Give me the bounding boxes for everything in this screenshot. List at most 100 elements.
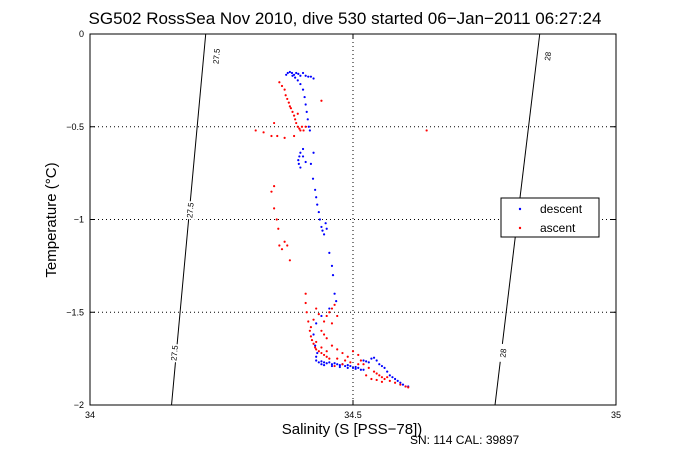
data-point-descent <box>311 177 315 180</box>
data-point-ascent <box>362 363 365 366</box>
data-point-ascent <box>325 350 328 353</box>
data-point-descent <box>401 383 405 386</box>
data-point-ascent <box>299 129 302 132</box>
data-point-descent <box>354 365 357 369</box>
data-point-descent <box>314 344 317 347</box>
data-point-descent <box>324 222 327 225</box>
data-point-descent <box>333 292 336 295</box>
data-point-descent <box>346 366 349 369</box>
data-point-ascent <box>309 325 313 329</box>
data-point-ascent <box>317 313 320 316</box>
data-point-ascent <box>328 357 331 360</box>
data-point-ascent <box>372 370 376 373</box>
series-ascent <box>254 81 428 389</box>
data-point-descent <box>328 251 331 254</box>
data-point-descent <box>399 381 402 384</box>
data-point-ascent <box>304 125 307 128</box>
density-contour-line <box>171 33 207 406</box>
data-point-ascent <box>262 131 265 134</box>
contour-label: 27.5 <box>212 48 222 65</box>
data-point-ascent <box>320 346 323 349</box>
legend-label-ascent: ascent <box>540 221 576 235</box>
data-point-ascent <box>296 125 299 128</box>
y-tick-label: −2 <box>74 400 84 410</box>
data-point-descent <box>328 307 331 310</box>
contour-label: 27.5 <box>169 344 179 361</box>
data-point-descent <box>296 79 299 82</box>
data-point-ascent <box>292 114 296 117</box>
data-point-ascent <box>357 363 360 366</box>
data-point-ascent <box>315 307 318 310</box>
data-point-descent <box>335 300 338 303</box>
data-point-descent <box>297 162 300 165</box>
data-point-ascent <box>286 244 289 247</box>
data-point-descent <box>306 118 309 121</box>
data-point-ascent <box>320 99 323 102</box>
data-point-ascent <box>322 353 326 357</box>
data-point-descent <box>317 361 320 364</box>
series-descent <box>285 70 410 388</box>
data-point-descent <box>301 155 305 158</box>
data-point-ascent <box>322 333 326 336</box>
y-tick-label: −1 <box>74 215 84 225</box>
data-point-descent <box>357 366 360 369</box>
data-point-ascent <box>309 335 313 338</box>
data-point-ascent <box>312 342 315 345</box>
data-point-descent <box>328 361 331 364</box>
data-point-descent <box>365 360 368 363</box>
data-point-ascent <box>278 244 281 247</box>
data-point-descent <box>321 229 324 232</box>
data-point-descent <box>322 361 326 364</box>
data-point-ascent <box>284 94 287 97</box>
contour-label-background <box>495 343 510 363</box>
data-point-descent <box>330 363 334 366</box>
data-point-descent <box>316 351 319 355</box>
data-point-ascent <box>275 218 278 221</box>
data-point-ascent <box>393 381 397 384</box>
data-point-descent <box>370 357 373 360</box>
data-point-ascent <box>292 134 296 138</box>
data-point-ascent <box>310 338 314 342</box>
data-point-descent <box>288 70 291 74</box>
data-point-descent <box>315 359 318 362</box>
contour-label: 28 <box>498 348 508 358</box>
y-axis-label: Temperature (°C) <box>43 162 60 277</box>
data-point-descent <box>309 162 313 165</box>
data-point-descent <box>349 364 352 368</box>
contour-label: 28 <box>543 51 553 61</box>
data-point-descent <box>362 359 365 362</box>
data-point-descent <box>304 74 307 77</box>
data-point-descent <box>308 129 311 132</box>
legend-label-descent: descent <box>540 202 583 216</box>
data-point-ascent <box>351 350 355 353</box>
data-point-descent <box>383 366 386 369</box>
data-point-ascent <box>344 359 347 362</box>
data-point-ascent <box>383 377 386 381</box>
data-point-ascent <box>399 383 402 386</box>
data-point-descent <box>291 74 294 77</box>
data-point-descent <box>309 75 313 78</box>
data-point-descent <box>301 71 305 75</box>
data-point-descent <box>312 151 315 154</box>
data-point-ascent <box>307 320 310 323</box>
data-point-descent <box>312 333 315 336</box>
data-point-descent <box>299 151 302 154</box>
data-point-ascent <box>359 359 362 362</box>
data-point-ascent <box>289 107 293 110</box>
data-point-descent <box>372 356 376 359</box>
y-tick-label: 0 <box>79 29 84 39</box>
data-point-ascent <box>320 351 323 355</box>
data-point-ascent <box>407 386 410 389</box>
data-point-ascent <box>273 185 276 188</box>
data-point-ascent <box>336 357 339 360</box>
data-point-ascent <box>314 346 317 349</box>
data-point-descent <box>307 125 310 128</box>
data-point-descent <box>301 88 305 91</box>
contour-label-background <box>209 46 224 66</box>
data-point-ascent <box>380 380 384 383</box>
data-point-ascent <box>254 129 257 132</box>
data-point-ascent <box>333 303 336 306</box>
data-point-ascent <box>286 97 289 101</box>
contour-label-background <box>540 46 555 66</box>
